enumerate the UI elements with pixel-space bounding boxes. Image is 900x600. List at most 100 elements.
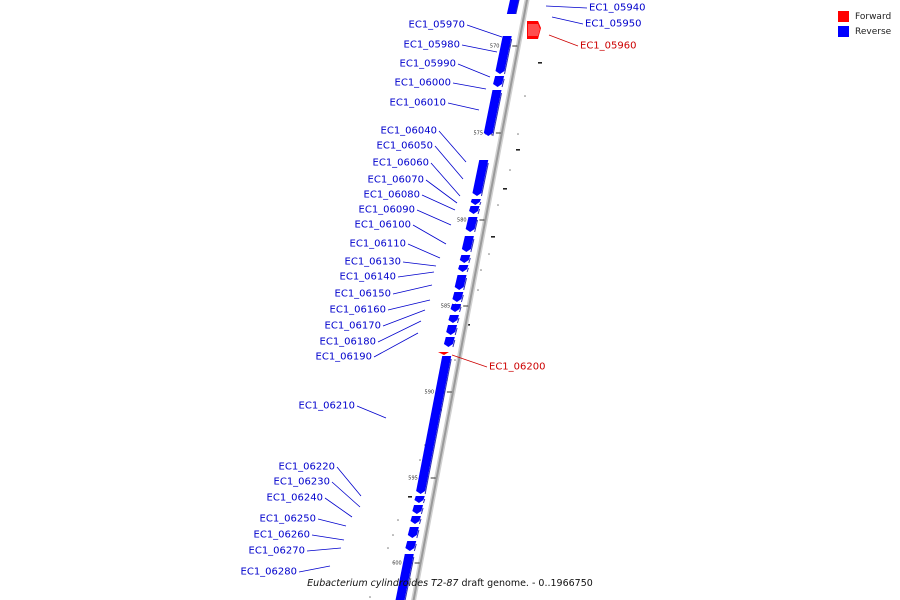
gene-label-leader: [377, 320, 422, 343]
gene-label: EC1_06040: [381, 126, 437, 137]
reverse-gene-block-edge: [454, 327, 458, 336]
label-leaders: [298, 5, 588, 573]
background-dot: [480, 269, 482, 271]
reverse-gene-block-edge: [479, 201, 482, 206]
gene-label: EC1_06090: [359, 205, 415, 216]
reverse-gene-block: [412, 505, 424, 514]
reverse-gene-block-edge: [404, 556, 415, 600]
reverse-gene-block: [416, 356, 452, 494]
gene-features: [395, 0, 541, 600]
reverse-gene-block-edge: [501, 78, 505, 88]
gene-label: EC1_06260: [254, 530, 310, 541]
gene-label-leader: [430, 162, 461, 197]
caption-suffix: draft genome. - 0..1966750: [458, 578, 593, 589]
legend-item-reverse: Reverse: [838, 24, 891, 39]
reverse-gene-block-edge: [463, 277, 468, 291]
gene-label-leader: [356, 405, 387, 419]
gene-label-leader: [451, 354, 488, 368]
gene-label-leader: [457, 63, 491, 78]
gene-label-leader: [421, 194, 456, 211]
reverse-gene-block: [469, 206, 480, 214]
gene-label-leader: [425, 179, 458, 204]
gene-label-leader: [548, 34, 579, 47]
gene-label-leader: [466, 24, 503, 38]
reverse-gene-block-edge: [459, 306, 462, 313]
background-dash: [491, 236, 495, 238]
reverse-gene-block: [414, 496, 425, 503]
gene-label: EC1_06130: [345, 257, 401, 268]
gene-label-leader: [461, 44, 498, 53]
gene-label-leader: [311, 534, 345, 541]
map-caption: Eubacterium cylindroides T2-87 draft gen…: [0, 578, 900, 589]
background-dash: [503, 188, 507, 190]
gene-label: EC1_05970: [409, 20, 465, 31]
gene-label: EC1_06170: [325, 321, 381, 332]
gene-label: EC1_06140: [340, 272, 396, 283]
gene-label: EC1_06270: [249, 546, 305, 557]
reverse-gene-block: [407, 527, 419, 538]
background-dash: [516, 149, 520, 151]
gene-label: EC1_06230: [274, 477, 330, 488]
gene-labels: EC1_05940 EC1_05950 EC1_05960 EC1_05970 EC1_…: [241, 3, 646, 578]
background-marks: [369, 62, 542, 598]
background-dot: [477, 289, 479, 291]
background-dot: [497, 204, 499, 206]
reverse-gene-block-edge: [492, 92, 502, 137]
reverse-gene-block-edge: [468, 257, 471, 264]
reverse-gene-block-edge: [452, 339, 456, 348]
gene-label: EC1_06280: [241, 567, 297, 578]
gene-label: EC1_06240: [267, 493, 323, 504]
background-dot: [392, 534, 394, 536]
reverse-gene-block: [395, 554, 414, 600]
scale-tick-label: 590 kbp: [425, 390, 445, 396]
gene-label-leader: [382, 309, 426, 327]
reverse-gene-block-edge: [474, 219, 478, 233]
caption-organism: Eubacterium cylindroides T2-87: [307, 578, 459, 589]
gene-label-leader: [551, 16, 584, 25]
reverse-gene-block: [446, 325, 458, 335]
gene-label-leader: [317, 518, 347, 527]
gene-label-leader: [434, 145, 464, 180]
gene-label: EC1_06190: [316, 352, 372, 363]
gene-label: EC1_06210: [299, 401, 355, 412]
scale-tick-label: 585 kbp: [441, 304, 461, 310]
background-dot: [524, 95, 526, 97]
gene-label-leader: [407, 243, 441, 259]
reverse-gene-block: [483, 90, 502, 136]
gene-label-leader: [412, 224, 447, 245]
gene-label: EC1_06180: [320, 337, 376, 348]
background-dash: [408, 496, 412, 498]
background-dot: [419, 459, 421, 461]
background-dot: [517, 133, 519, 135]
reverse-gene-block-edge: [515, 0, 520, 15]
gene-label: EC1_06110: [350, 239, 406, 250]
reverse-gene-block: [452, 292, 464, 302]
reverse-gene-block-edge: [416, 529, 420, 539]
gene-label: EC1_06050: [377, 141, 433, 152]
gene-label-leader: [324, 497, 353, 518]
reverse-swatch: [838, 26, 849, 37]
forward-swatch: [838, 11, 849, 22]
gene-label: EC1_06070: [368, 175, 424, 186]
scale-tick-label: 570 kbp: [490, 44, 510, 50]
gene-label: EC1_06080: [364, 190, 420, 201]
scale-tick-label: 580 kbp: [457, 218, 477, 224]
gene-label-leader: [438, 130, 467, 163]
scale-ticks: 570 kbp 575 kbp 580 kbp 585 kbp 590 kbp 595 k…: [392, 44, 518, 567]
reverse-gene-block: [448, 315, 459, 323]
gene-label: EC1_05940: [589, 3, 645, 14]
gene-label-leader: [397, 271, 435, 278]
gene-label-leader: [392, 284, 433, 295]
reverse-gene-block-edge: [504, 38, 513, 75]
gene-label-leader: [402, 261, 437, 267]
scale-tick-label: 575 kbp: [473, 131, 493, 137]
reverse-gene-block: [493, 76, 505, 87]
reverse-gene-block-edge: [466, 267, 469, 273]
gene-label: EC1_06010: [390, 98, 446, 109]
reverse-gene-block: [410, 516, 421, 524]
forward-gene-block: [438, 352, 449, 355]
gene-label: EC1_06250: [260, 514, 316, 525]
reverse-gene-block: [459, 255, 471, 263]
